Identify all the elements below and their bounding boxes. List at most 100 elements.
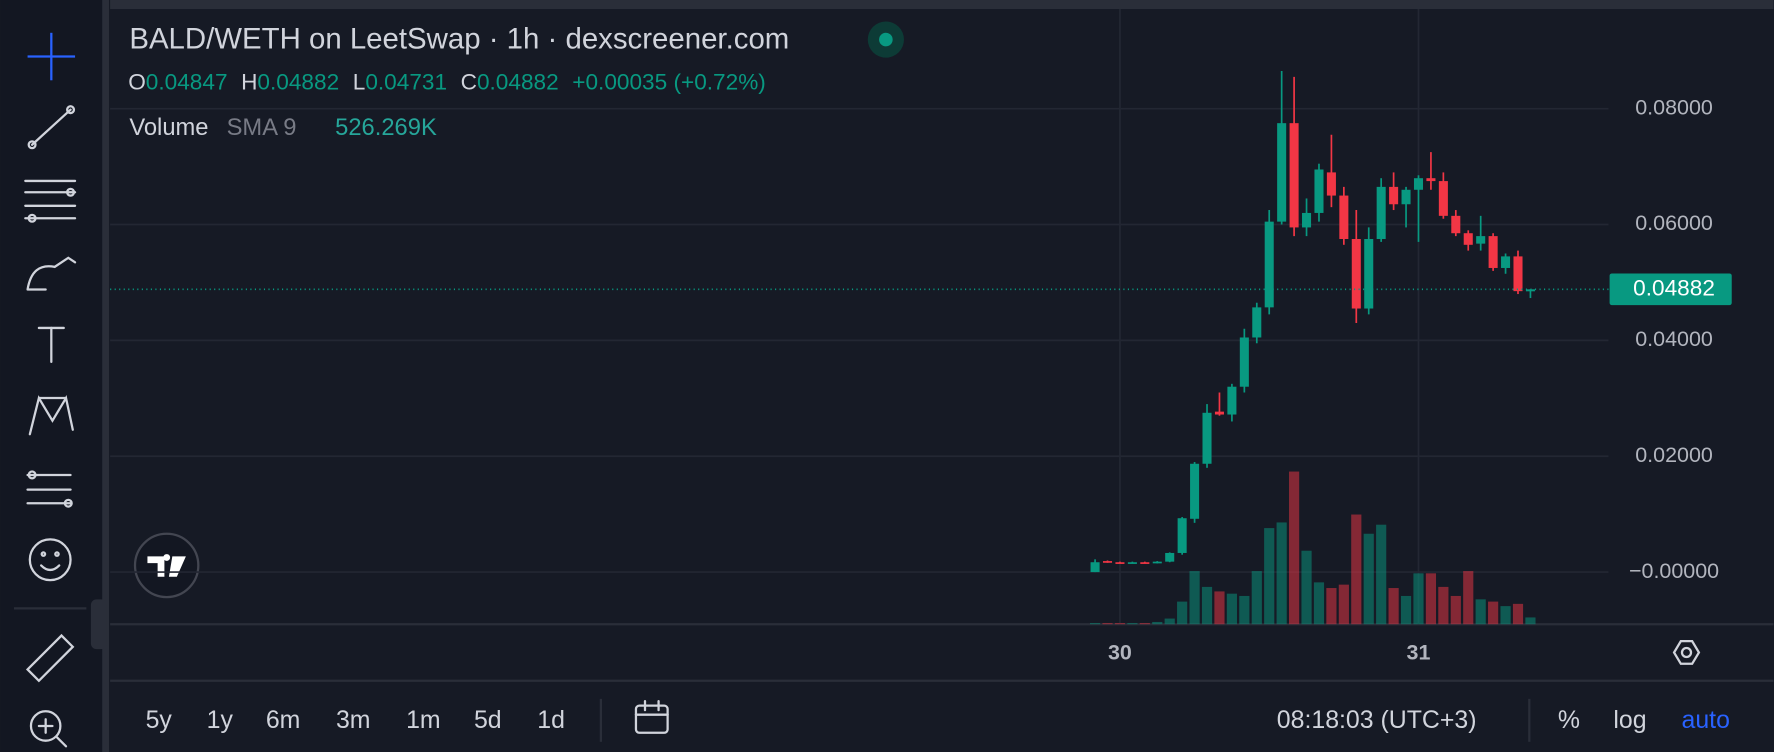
scale-option[interactable]: % xyxy=(1558,706,1580,734)
volume-bar xyxy=(1438,586,1449,625)
volume-bar xyxy=(1351,514,1362,625)
candle-body xyxy=(1463,233,1473,245)
logo-mark xyxy=(147,554,186,577)
volume-bar xyxy=(1152,621,1163,625)
text-tool[interactable] xyxy=(37,326,65,363)
plot: 0.08000 0.06000 0.04000 0.02000 −0.00000 30 31… xyxy=(110,9,1732,664)
candle-body xyxy=(1152,561,1162,564)
candle-body xyxy=(1140,562,1150,564)
range-button[interactable]: 5y xyxy=(146,706,173,734)
candle-body xyxy=(1277,123,1287,222)
ohlc-key: H xyxy=(241,70,257,95)
ohlc-value: 0.04731 xyxy=(365,70,447,95)
candle-body xyxy=(1488,236,1498,268)
sma-label: SMA 9 xyxy=(227,115,297,141)
candle-body xyxy=(1202,412,1212,464)
volume-bar xyxy=(1450,595,1461,625)
candle-body xyxy=(1190,463,1200,519)
ohlc-value: 0.04882 xyxy=(477,70,559,95)
y-tick-label: 0.02000 xyxy=(1635,443,1713,467)
candle-body xyxy=(1326,172,1336,196)
range-button[interactable]: 1d xyxy=(537,706,565,734)
crosshair-tool[interactable] xyxy=(27,32,76,81)
volume-bar xyxy=(1189,571,1200,625)
candle-body xyxy=(1127,562,1137,564)
volume-bar xyxy=(1463,571,1474,625)
candle-body xyxy=(1252,307,1262,338)
zoom-tool[interactable] xyxy=(29,710,68,748)
emoji-tool[interactable] xyxy=(28,538,72,582)
y-tick-label: −0.00000 xyxy=(1629,559,1719,583)
volume-bar xyxy=(1251,571,1262,625)
settings-button[interactable] xyxy=(1672,640,1701,665)
volume-bar xyxy=(1488,601,1499,625)
volume-bar xyxy=(1214,591,1225,625)
candle-body xyxy=(1102,561,1113,563)
volume-bar xyxy=(1363,533,1374,625)
candle-body xyxy=(1302,212,1312,228)
candle-body xyxy=(1451,215,1461,234)
ohlc-legend: O0.04847 H0.04882 L0.04731 C0.04882 +0.00035… xyxy=(128,70,766,95)
ohlc-key: L xyxy=(353,70,366,95)
volume-bar xyxy=(1301,550,1312,625)
trend-line-tool[interactable] xyxy=(27,105,76,150)
volume-bar xyxy=(1326,588,1337,625)
candle-body xyxy=(1339,195,1349,240)
volume-bar xyxy=(1239,595,1250,625)
measure-tool[interactable] xyxy=(25,633,75,683)
volume-bar xyxy=(1127,623,1138,625)
volume-bar xyxy=(1164,618,1175,625)
tradingview-logo[interactable] xyxy=(133,532,200,599)
volume-bar xyxy=(1226,593,1237,625)
left-toolbar xyxy=(0,0,103,752)
volume-bar xyxy=(1114,623,1126,625)
volume-bar xyxy=(1313,582,1325,625)
sma-value: 526.269K xyxy=(335,115,437,141)
candle-body xyxy=(1214,411,1224,415)
candle-body xyxy=(1351,239,1361,309)
volume-bar xyxy=(1388,588,1399,625)
x-tick-label: 31 xyxy=(1407,640,1431,664)
volume-bar xyxy=(1413,573,1424,625)
candle-body xyxy=(1438,181,1448,216)
last-price-label: 0.04882 xyxy=(1633,275,1715,300)
volume-label: Volume xyxy=(129,115,208,141)
scale-option[interactable]: log xyxy=(1613,706,1646,734)
settings-center xyxy=(1680,646,1693,659)
candle-body xyxy=(1177,518,1187,553)
candle-body xyxy=(1227,386,1237,415)
scale-option[interactable]: auto xyxy=(1682,706,1730,734)
fib-tool[interactable] xyxy=(24,179,77,223)
volume-bar xyxy=(1525,617,1536,625)
volume-bar xyxy=(1139,623,1150,625)
candle-body xyxy=(1413,178,1424,190)
y-tick-label: 0.08000 xyxy=(1635,95,1713,119)
prediction-tool[interactable] xyxy=(26,470,73,508)
volume-bar xyxy=(1425,573,1437,625)
collapse-toolbar[interactable] xyxy=(90,599,107,650)
candle-body xyxy=(1389,186,1399,205)
volume-bar xyxy=(1102,623,1113,625)
candle-body xyxy=(1426,178,1436,182)
range-button[interactable]: 1y xyxy=(207,706,234,734)
live-dot xyxy=(879,32,893,47)
candle-body xyxy=(1513,256,1523,292)
brush-tool[interactable] xyxy=(26,256,77,291)
last-price-tag xyxy=(1609,273,1732,306)
volume-bar xyxy=(1276,522,1287,625)
range-button[interactable]: 6m xyxy=(266,706,301,734)
candle-body xyxy=(1239,337,1249,387)
chart-title: BALD/WETH on LeetSwap · 1h · dexscreener… xyxy=(129,22,789,55)
date-range-button[interactable] xyxy=(634,699,669,734)
pattern-tool[interactable] xyxy=(28,395,74,436)
volume-bar xyxy=(1089,623,1101,625)
top-border xyxy=(110,0,1774,10)
range-button[interactable]: 1m xyxy=(406,706,441,734)
bottom-toolbar: 5y 1y 6m 3m 1m 5d 1d 08:18:03 (UTC+3)% log auto xyxy=(146,706,1730,734)
candle-body xyxy=(1264,221,1274,308)
range-button[interactable]: 5d xyxy=(474,706,502,734)
volume-bar xyxy=(1177,601,1188,625)
range-button[interactable]: 3m xyxy=(336,706,371,734)
candle-body xyxy=(1525,289,1535,292)
candle-body xyxy=(1364,239,1374,309)
